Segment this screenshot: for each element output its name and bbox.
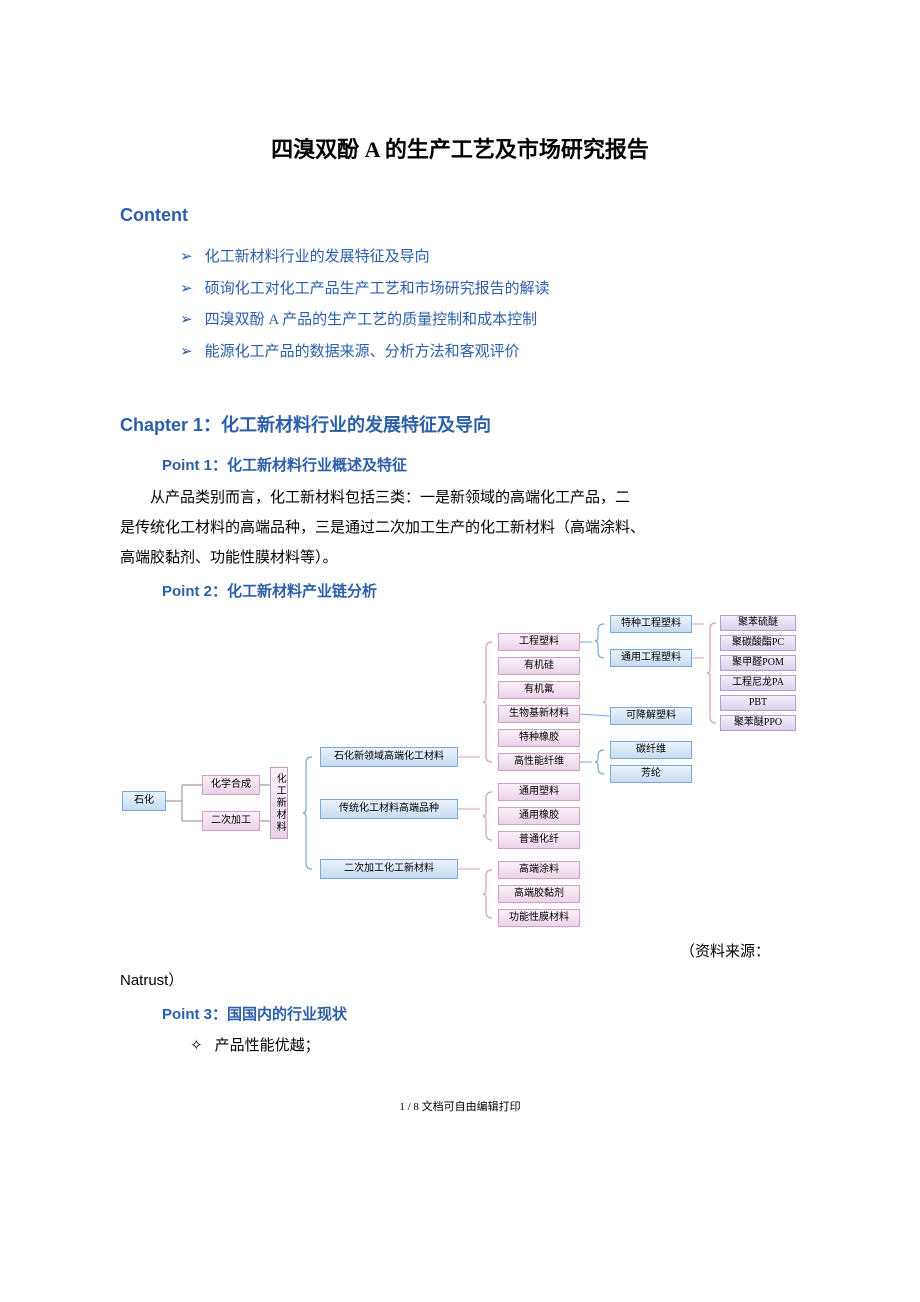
diagram-node: 高端涂料: [498, 861, 580, 879]
document-title: 四溴双酚 A 的生产工艺及市场研究报告: [120, 130, 800, 171]
diagram-node: 普通化纤: [498, 831, 580, 849]
diagram-node: 聚甲醛POM: [720, 655, 796, 671]
toc-item: ➢化工新材料行业的发展特征及导向: [180, 244, 800, 272]
toc-item: ➢硕询化工对化工产品生产工艺和市场研究报告的解读: [180, 276, 800, 304]
industry-chain-diagram: 石化化学合成二次加工化工新材料石化新领域高端化工材料传统化工材料高端品种二次加工…: [120, 615, 800, 927]
diagram-node: 工程塑料: [498, 633, 580, 651]
list-item: 产品性能优越；: [190, 1033, 800, 1061]
diagram-node: 传统化工材料高端品种: [320, 799, 458, 819]
diagram-node: 特种工程塑料: [610, 615, 692, 633]
page-footer: 1 / 8 文档可自由编辑打印: [120, 1097, 800, 1117]
diagram-node: 可降解塑料: [610, 707, 692, 725]
bullet-icon: ➢: [180, 339, 193, 367]
bullet-icon: ➢: [180, 307, 193, 335]
bullet-icon: ➢: [180, 244, 193, 272]
diagram-node: 石化新领域高端化工材料: [320, 747, 458, 767]
diagram-node: 聚苯醚PPO: [720, 715, 796, 731]
diagram-node: 碳纤维: [610, 741, 692, 759]
toc-item: ➢能源化工产品的数据来源、分析方法和客观评价: [180, 339, 800, 367]
diagram-node: 有机硅: [498, 657, 580, 675]
point-2-heading: Point 2：化工新材料产业链分析: [120, 578, 800, 607]
table-of-contents: ➢化工新材料行业的发展特征及导向 ➢硕询化工对化工产品生产工艺和市场研究报告的解…: [120, 244, 800, 367]
chapter-1-heading: Chapter 1：化工新材料行业的发展特征及导向: [120, 409, 800, 442]
diagram-node: 化学合成: [202, 775, 260, 795]
point-3-list: 产品性能优越；: [120, 1033, 800, 1061]
point-1-heading: Point 1：化工新材料行业概述及特征: [120, 452, 800, 481]
diagram-node: 功能性膜材料: [498, 909, 580, 927]
diagram-node: 聚碳酸酯PC: [720, 635, 796, 651]
diagram-node: PBT: [720, 695, 796, 711]
diagram-node: 通用塑料: [498, 783, 580, 801]
content-heading: Content: [120, 199, 800, 232]
diagram-node: 二次加工化工新材料: [320, 859, 458, 879]
toc-item: ➢四溴双酚 A 产品的生产工艺的质量控制和成本控制: [180, 307, 800, 335]
source-attribution: （资料来源：: [120, 939, 800, 967]
diagram-node: 有机氟: [498, 681, 580, 699]
body-paragraph: 高端胶黏剂、功能性膜材料等）。: [120, 545, 800, 573]
bullet-icon: ➢: [180, 276, 193, 304]
diagram-node: 高端胶黏剂: [498, 885, 580, 903]
diagram-node: 特种橡胶: [498, 729, 580, 747]
diagram-node: 通用橡胶: [498, 807, 580, 825]
diagram-node: 石化: [122, 791, 166, 811]
diagram-node-center: 化工新材料: [270, 767, 288, 839]
diagram-node: 通用工程塑料: [610, 649, 692, 667]
body-paragraph: 从产品类别而言，化工新材料包括三类：一是新领域的高端化工产品，二: [120, 485, 800, 513]
diagram-node: 工程尼龙PA: [720, 675, 796, 691]
diagram-node: 二次加工: [202, 811, 260, 831]
diagram-node: 生物基新材料: [498, 705, 580, 723]
diagram-node: 高性能纤维: [498, 753, 580, 771]
body-paragraph: 是传统化工材料的高端品种，三是通过二次加工生产的化工新材料（高端涂料、: [120, 515, 800, 543]
source-attribution-cont: Natrust）: [120, 967, 800, 995]
diagram-node: 聚苯硫醚: [720, 615, 796, 631]
diagram-node: 芳纶: [610, 765, 692, 783]
point-3-heading: Point 3：国国内的行业现状: [120, 1001, 800, 1030]
